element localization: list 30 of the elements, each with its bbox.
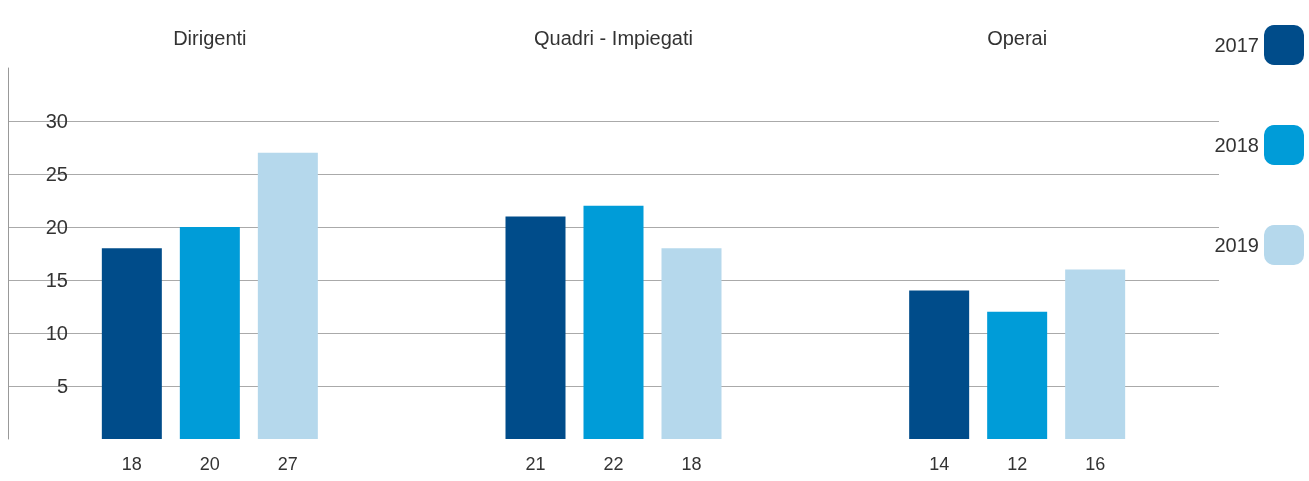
y-tick-label: 10 [45, 322, 68, 344]
bar [1065, 269, 1126, 439]
x-tick-label: Operai [987, 27, 1048, 49]
y-tick-label: 15 [45, 269, 68, 291]
y-tick-label: 30 [45, 110, 68, 132]
bar [909, 290, 970, 439]
data-label: 20 [199, 454, 220, 474]
bar [257, 152, 318, 439]
bar [505, 216, 566, 439]
bar [987, 311, 1048, 439]
data-label: 18 [121, 454, 142, 474]
data-label: 18 [681, 454, 702, 474]
data-label: 12 [1007, 454, 1028, 474]
legend-label: 2019 [1214, 234, 1259, 256]
bar [101, 248, 162, 439]
data-label: 27 [277, 454, 298, 474]
x-tick-label: Quadri - Impiegati [534, 27, 693, 49]
y-tick-label: 25 [45, 163, 68, 185]
data-label: 21 [525, 454, 546, 474]
bar [661, 248, 722, 439]
data-label: 22 [603, 454, 624, 474]
legend-label: 2018 [1214, 134, 1259, 156]
y-tick-label: 20 [45, 216, 68, 238]
bar [583, 205, 644, 439]
legend-label: 2017 [1214, 34, 1259, 56]
data-label: 14 [929, 454, 950, 474]
bar [179, 227, 240, 439]
y-tick-label: 5 [56, 375, 68, 397]
x-tick-label: Dirigenti [173, 27, 247, 49]
data-label: 16 [1085, 454, 1106, 474]
